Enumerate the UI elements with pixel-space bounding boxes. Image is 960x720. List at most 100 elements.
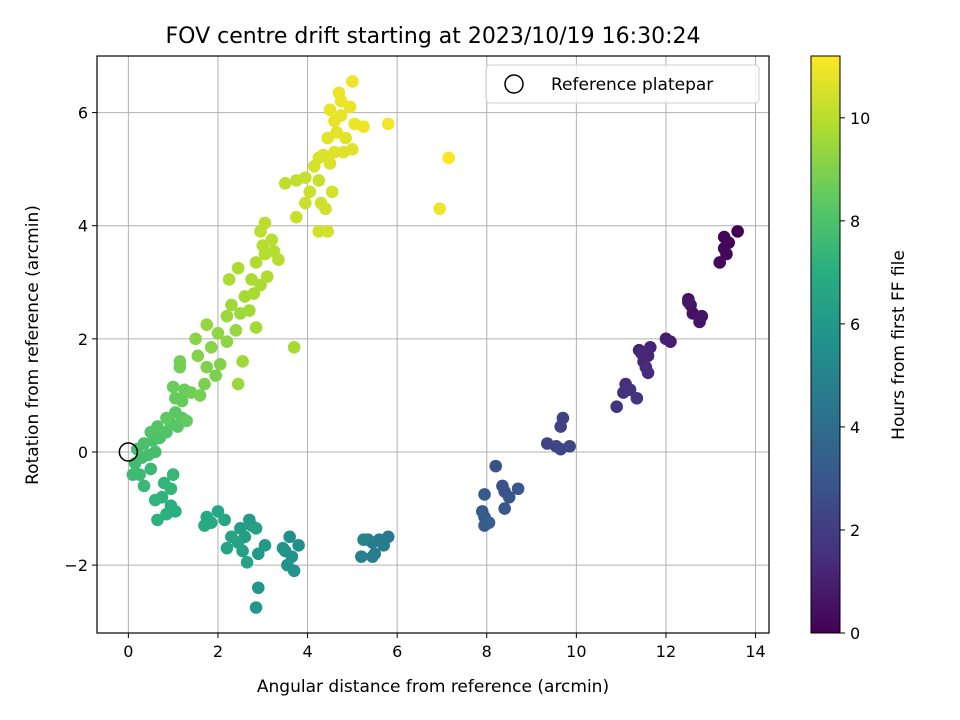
data-point bbox=[148, 493, 162, 507]
data-point bbox=[164, 482, 178, 496]
data-point bbox=[249, 256, 263, 269]
data-point bbox=[144, 462, 158, 476]
y-axis-label: Rotation from reference (arcmin) bbox=[23, 205, 43, 485]
data-point bbox=[220, 335, 234, 348]
data-point bbox=[323, 157, 337, 170]
data-point bbox=[366, 550, 379, 563]
data-point bbox=[243, 304, 256, 317]
data-point bbox=[189, 332, 202, 346]
data-point bbox=[283, 530, 296, 544]
x-axis-ticks: 0 2 4 6 8 10 12 14 bbox=[123, 633, 766, 661]
data-point bbox=[260, 270, 274, 283]
data-point bbox=[299, 196, 312, 210]
data-point bbox=[249, 601, 263, 614]
data-point bbox=[175, 394, 189, 408]
data-point bbox=[720, 247, 733, 261]
data-point bbox=[200, 360, 214, 374]
data-point bbox=[287, 341, 301, 354]
data-point bbox=[292, 539, 305, 552]
x-tick-label: 8 bbox=[482, 642, 492, 661]
data-point bbox=[717, 230, 731, 244]
data-point bbox=[225, 530, 238, 544]
data-point bbox=[231, 261, 245, 275]
colorbar-ticks: 0 2 4 6 8 10 bbox=[840, 109, 870, 643]
y-tick-label: −2 bbox=[64, 556, 88, 575]
data-point bbox=[166, 468, 180, 481]
data-point bbox=[563, 440, 576, 453]
data-point bbox=[433, 202, 447, 216]
y-tick-label: 0 bbox=[78, 443, 88, 462]
x-axis-label: Angular distance from reference (arcmin) bbox=[257, 677, 609, 697]
data-point bbox=[211, 326, 225, 340]
data-point bbox=[256, 239, 270, 252]
x-tick-label: 12 bbox=[656, 642, 676, 661]
data-point bbox=[316, 148, 330, 162]
data-point bbox=[254, 278, 267, 292]
data-point bbox=[126, 468, 140, 481]
data-point bbox=[137, 479, 151, 493]
data-point bbox=[346, 143, 359, 156]
data-point bbox=[251, 547, 265, 561]
data-point bbox=[325, 185, 339, 199]
data-points bbox=[126, 75, 744, 614]
data-point bbox=[148, 445, 162, 459]
data-point bbox=[160, 411, 173, 425]
legend: Reference platepar bbox=[485, 64, 760, 104]
data-point bbox=[303, 185, 317, 199]
y-axis-ticks: −2 0 2 4 6 bbox=[64, 104, 97, 575]
colorbar-label: Hours from first FF file bbox=[889, 250, 909, 440]
data-point bbox=[229, 324, 243, 337]
data-point bbox=[204, 516, 218, 529]
data-point bbox=[245, 273, 258, 286]
data-point bbox=[610, 400, 623, 414]
legend-entry-reference-platepar: Reference platepar bbox=[551, 75, 713, 95]
colorbar-tick-label: 0 bbox=[850, 624, 860, 643]
data-point bbox=[249, 522, 263, 535]
data-point bbox=[442, 151, 455, 165]
y-tick-label: 6 bbox=[78, 104, 88, 123]
data-point bbox=[312, 225, 326, 238]
x-tick-label: 10 bbox=[566, 642, 586, 661]
data-point bbox=[220, 541, 234, 555]
data-point bbox=[287, 564, 301, 578]
data-point bbox=[554, 420, 567, 433]
data-point bbox=[180, 414, 193, 428]
data-point bbox=[339, 131, 352, 145]
data-point bbox=[151, 513, 164, 527]
colorbar-tick-label: 10 bbox=[850, 109, 870, 128]
data-point bbox=[330, 126, 343, 139]
data-point bbox=[218, 513, 231, 527]
data-point bbox=[265, 233, 279, 247]
x-tick-label: 2 bbox=[213, 642, 223, 661]
data-point bbox=[321, 225, 335, 238]
data-point bbox=[220, 309, 234, 323]
data-point bbox=[166, 380, 180, 394]
colorbar-tick-label: 8 bbox=[850, 212, 860, 231]
data-point bbox=[332, 86, 346, 100]
data-point bbox=[731, 225, 744, 238]
data-point bbox=[211, 505, 225, 518]
data-point bbox=[355, 550, 368, 563]
data-point bbox=[225, 298, 238, 312]
data-point bbox=[290, 210, 303, 224]
data-point bbox=[258, 539, 272, 552]
data-point bbox=[343, 100, 357, 114]
data-point bbox=[357, 533, 370, 546]
colorbar-tick-label: 4 bbox=[850, 418, 860, 437]
y-tick-label: 4 bbox=[78, 217, 88, 236]
data-point bbox=[204, 341, 218, 354]
y-tick-label: 2 bbox=[78, 330, 88, 349]
colorbar bbox=[810, 55, 841, 634]
x-tick-label: 0 bbox=[123, 642, 133, 661]
data-point bbox=[198, 377, 211, 391]
data-point bbox=[641, 366, 655, 380]
data-point bbox=[222, 273, 236, 286]
data-point bbox=[151, 420, 164, 433]
data-point bbox=[489, 459, 503, 473]
data-point bbox=[160, 507, 173, 521]
chart-title: FOV centre drift starting at 2023/10/19 … bbox=[166, 24, 701, 49]
data-point bbox=[169, 406, 182, 419]
data-point bbox=[299, 171, 312, 184]
data-point bbox=[682, 295, 695, 309]
